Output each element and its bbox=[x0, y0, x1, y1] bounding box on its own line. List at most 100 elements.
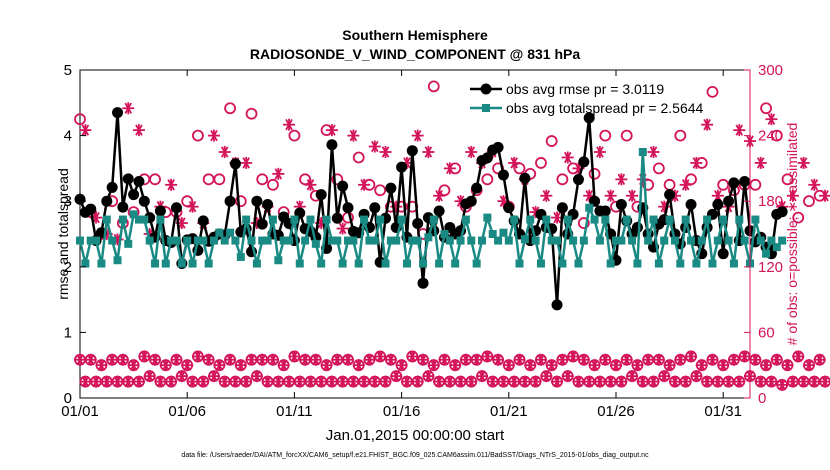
y-tick-label-right: 240 bbox=[758, 128, 783, 145]
obs-assimilated-low-point bbox=[770, 353, 783, 366]
totalspread-point bbox=[515, 259, 524, 268]
y-tick-label-right: 0 bbox=[758, 390, 766, 407]
obs-assimilated-low-point bbox=[781, 359, 794, 372]
obs-possible-point bbox=[192, 129, 204, 142]
totalspread-point bbox=[370, 236, 379, 245]
obs-assimilated-low-point bbox=[299, 353, 312, 366]
y-axis-label: rmse and totalspread bbox=[55, 168, 71, 300]
obs-assimilated-low-point bbox=[508, 375, 521, 388]
rmse-point bbox=[154, 205, 166, 217]
obs-possible-point bbox=[352, 151, 365, 164]
totalspread-point bbox=[440, 230, 449, 238]
y-tick-label: 2 bbox=[64, 259, 72, 276]
obs-assimilated-low-point bbox=[674, 353, 687, 366]
obs-assimilated-low-point bbox=[610, 359, 622, 372]
totalspread-point bbox=[140, 215, 149, 224]
obs-assimilated-low-point bbox=[191, 350, 204, 363]
obs-assimilated-low-point bbox=[175, 370, 188, 383]
totalspread-point bbox=[472, 259, 481, 268]
obs-assimilated-low-point bbox=[234, 359, 247, 372]
obs-assimilated-low-point bbox=[476, 370, 488, 383]
rmse-point bbox=[685, 198, 697, 210]
obs-assimilated-low-point bbox=[626, 370, 639, 383]
totalspread-point bbox=[220, 236, 229, 245]
rmse-point bbox=[251, 195, 263, 207]
totalspread-point bbox=[344, 236, 352, 245]
legend-rmse-label: obs avg rmse pr = 3.0119 bbox=[506, 81, 664, 97]
obs-assimilated-low-point bbox=[320, 359, 333, 372]
y-axis-right-label: # of obs: o=possible; ∗=assimilated bbox=[784, 123, 800, 346]
obs-assimilated-point bbox=[690, 156, 703, 169]
obs-possible-point bbox=[149, 173, 161, 186]
totalspread-point bbox=[76, 236, 84, 245]
y-tick-label-right: 60 bbox=[758, 324, 775, 341]
rmse-point bbox=[133, 176, 145, 188]
obs-assimilated-low-point bbox=[256, 353, 269, 366]
totalspread-point bbox=[638, 148, 647, 156]
obs-assimilated-low-point bbox=[116, 353, 129, 366]
rmse-point bbox=[481, 152, 493, 164]
rmse-point bbox=[712, 198, 724, 210]
totalspread-point bbox=[242, 215, 251, 224]
legend: obs avg rmse pr = 3.0119 obs avg totalsp… bbox=[470, 81, 704, 116]
obs-assimilated-point bbox=[443, 162, 456, 175]
obs-assimilated-low-point bbox=[368, 375, 381, 388]
y-tick-label: 4 bbox=[64, 128, 72, 145]
obs-assimilated-low-point bbox=[561, 370, 574, 383]
obs-assimilated-low-point bbox=[347, 375, 360, 388]
totalspread-point bbox=[644, 236, 653, 245]
obs-possible-point bbox=[245, 107, 258, 120]
obs-assimilated-low-point bbox=[79, 375, 92, 388]
obs-assimilated-low-point bbox=[90, 375, 103, 388]
obs-possible-point bbox=[749, 178, 762, 191]
obs-assimilated-low-point bbox=[749, 353, 762, 366]
obs-assimilated-low-point bbox=[374, 350, 387, 363]
obs-assimilated-low-point bbox=[433, 375, 446, 388]
totalspread-point bbox=[553, 236, 562, 245]
totalspread-point bbox=[767, 236, 776, 245]
obs-assimilated-low-point bbox=[304, 375, 317, 388]
obs-assimilated-low-point bbox=[331, 353, 344, 366]
obs-assimilated-low-point bbox=[283, 375, 296, 388]
obs-assimilated-point bbox=[626, 189, 639, 202]
obs-assimilated-point bbox=[765, 113, 778, 126]
rmse-point bbox=[723, 195, 735, 207]
y-tick-label-right: 120 bbox=[758, 259, 783, 276]
totalspread-point bbox=[188, 259, 197, 268]
totalspread-point bbox=[772, 243, 781, 252]
obs-assimilated-low-point bbox=[443, 375, 456, 388]
totalspread-point bbox=[735, 215, 744, 224]
obs-assimilated-low-point bbox=[652, 353, 665, 366]
obs-assimilated-point bbox=[90, 211, 103, 224]
obs-assimilated-point bbox=[368, 140, 381, 153]
totalspread-point bbox=[327, 236, 336, 245]
obs-assimilated-low-point bbox=[765, 375, 778, 388]
totalspread-point bbox=[102, 215, 111, 224]
rmse-point bbox=[519, 172, 531, 184]
obs-assimilated-point bbox=[79, 124, 92, 137]
obs-assimilated-low-point bbox=[277, 359, 290, 372]
obs-assimilated-low-point bbox=[384, 353, 397, 366]
obs-assimilated-low-point bbox=[197, 375, 210, 388]
totalspread-point bbox=[478, 236, 486, 245]
totalspread-point bbox=[349, 236, 358, 245]
obs-assimilated-low-point bbox=[593, 375, 606, 388]
rmse-point bbox=[117, 201, 129, 213]
totalspread-point bbox=[740, 236, 749, 245]
obs-assimilated-low-point bbox=[293, 375, 306, 388]
totalspread-point bbox=[451, 259, 460, 268]
axis-layer: 01/01 01/06 01/11 01/16 01/21 01/26 01/31 0 1 2 3 4… bbox=[61, 62, 783, 420]
obs-assimilated-low-point bbox=[545, 359, 558, 372]
rmse-point bbox=[315, 189, 327, 201]
totalspread-point bbox=[210, 236, 218, 245]
totalspread-point bbox=[756, 236, 765, 245]
obs-assimilated-low-point bbox=[422, 370, 435, 383]
obs-possible-point bbox=[674, 129, 687, 142]
totalspread-point bbox=[445, 236, 454, 245]
totalspread-point bbox=[424, 233, 433, 242]
obs-possible-point bbox=[374, 184, 387, 197]
rmse-point bbox=[631, 221, 643, 233]
totalspread-point bbox=[290, 215, 299, 224]
obs-assimilated-point bbox=[379, 146, 392, 158]
totalspread-point bbox=[612, 236, 620, 245]
